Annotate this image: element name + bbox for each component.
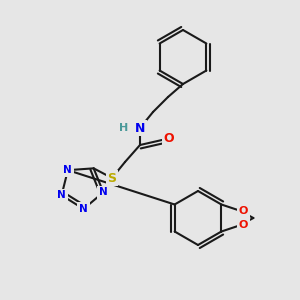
Text: O: O xyxy=(164,131,174,145)
Text: N: N xyxy=(79,204,88,214)
Text: H: H xyxy=(119,123,129,133)
Text: N: N xyxy=(57,190,66,200)
Text: O: O xyxy=(239,220,248,230)
Text: N: N xyxy=(64,165,72,175)
Text: S: S xyxy=(107,172,116,184)
Text: N: N xyxy=(135,122,145,134)
Text: N: N xyxy=(99,187,108,197)
Text: O: O xyxy=(239,206,248,217)
